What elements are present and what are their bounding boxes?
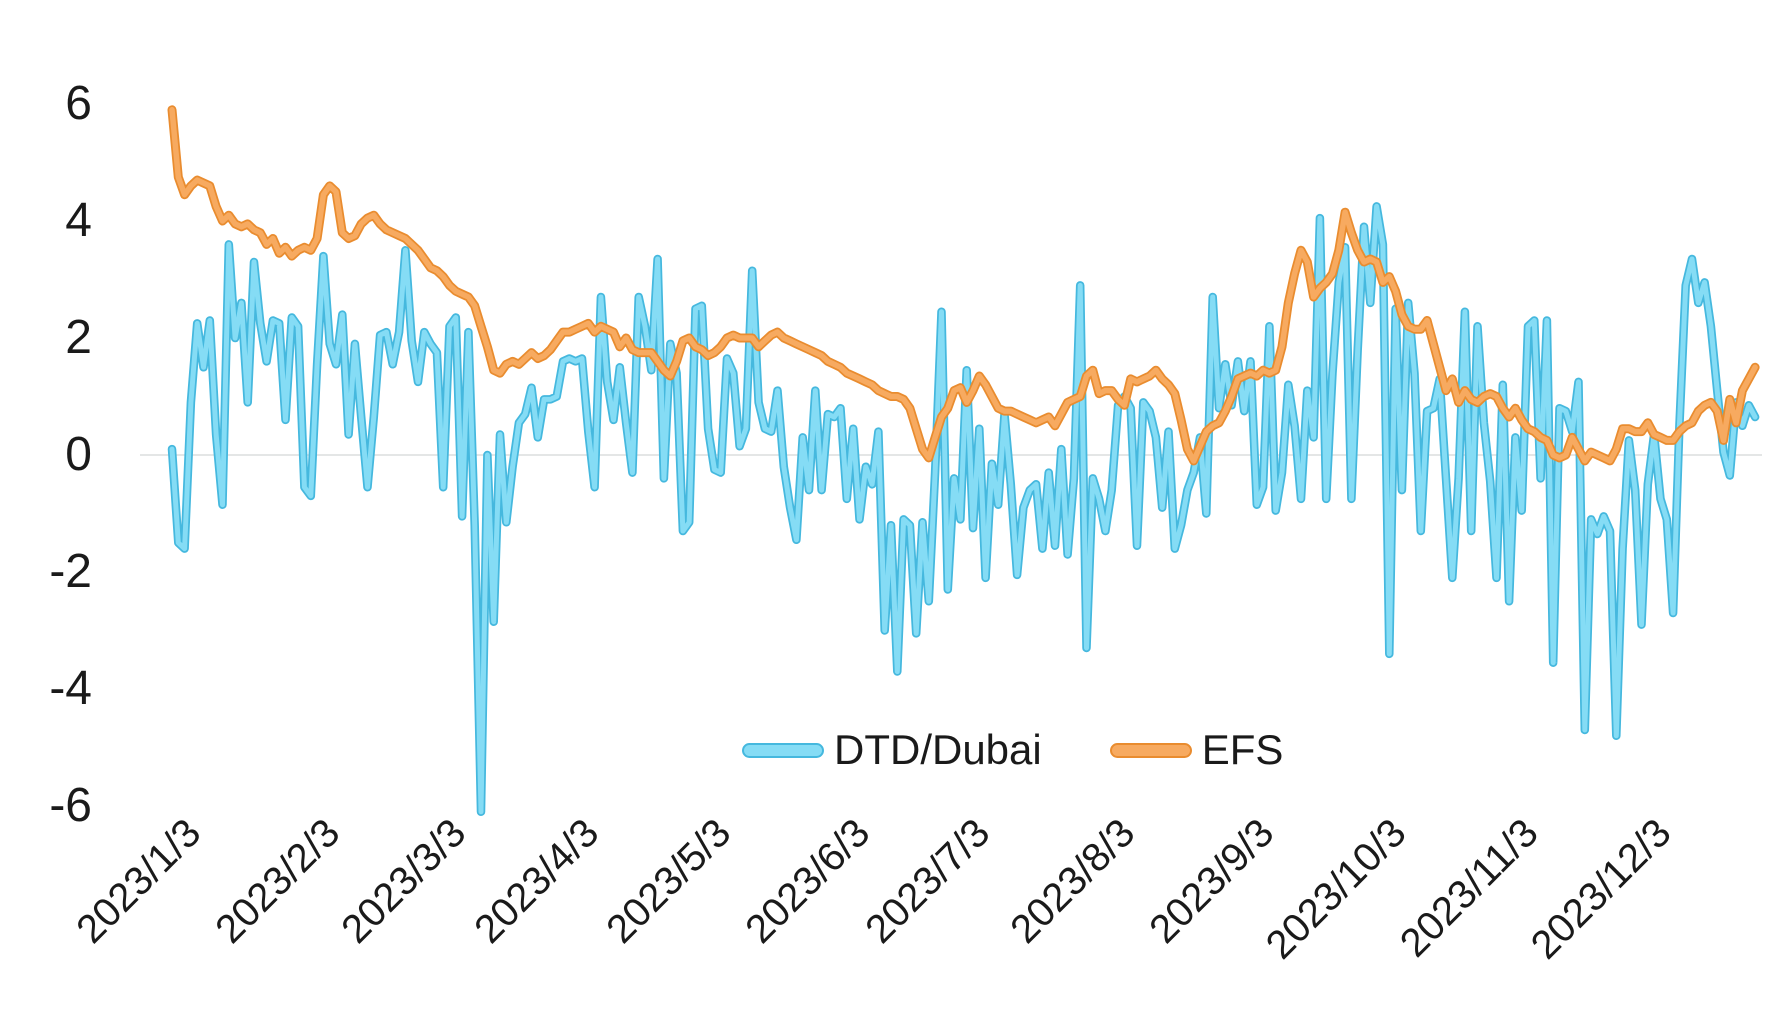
dtd-dubai-legend-label: DTD/Dubai	[834, 726, 1042, 773]
y-tick-label--2: -2	[49, 545, 92, 598]
y-tick-label-0: 0	[65, 428, 92, 481]
y-tick-label-4: 4	[65, 194, 92, 247]
legend: DTD/Dubai EFS	[742, 726, 1283, 774]
dtd-dubai-legend-swatch	[742, 742, 824, 758]
legend-item-dtd-dubai: DTD/Dubai	[742, 726, 1042, 774]
efs-legend-swatch	[1109, 742, 1192, 758]
legend-item-efs: EFS	[1109, 726, 1284, 774]
y-tick-label--4: -4	[49, 662, 92, 715]
y-tick-label-2: 2	[65, 311, 92, 364]
efs-line	[169, 107, 1758, 464]
efs-legend-label: EFS	[1201, 726, 1284, 773]
dtd-dubai-line	[169, 203, 1758, 815]
y-tick-label-6: 6	[65, 77, 92, 130]
y-tick-label--6: -6	[49, 779, 92, 832]
